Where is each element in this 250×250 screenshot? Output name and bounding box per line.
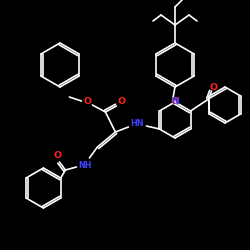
- Text: O: O: [53, 152, 62, 160]
- Text: HN: HN: [131, 120, 144, 128]
- Text: O: O: [83, 98, 92, 106]
- Text: O: O: [117, 98, 126, 106]
- Text: O: O: [210, 82, 218, 92]
- Text: N: N: [171, 98, 179, 106]
- Text: O: O: [171, 96, 179, 106]
- Text: NH: NH: [79, 160, 92, 170]
